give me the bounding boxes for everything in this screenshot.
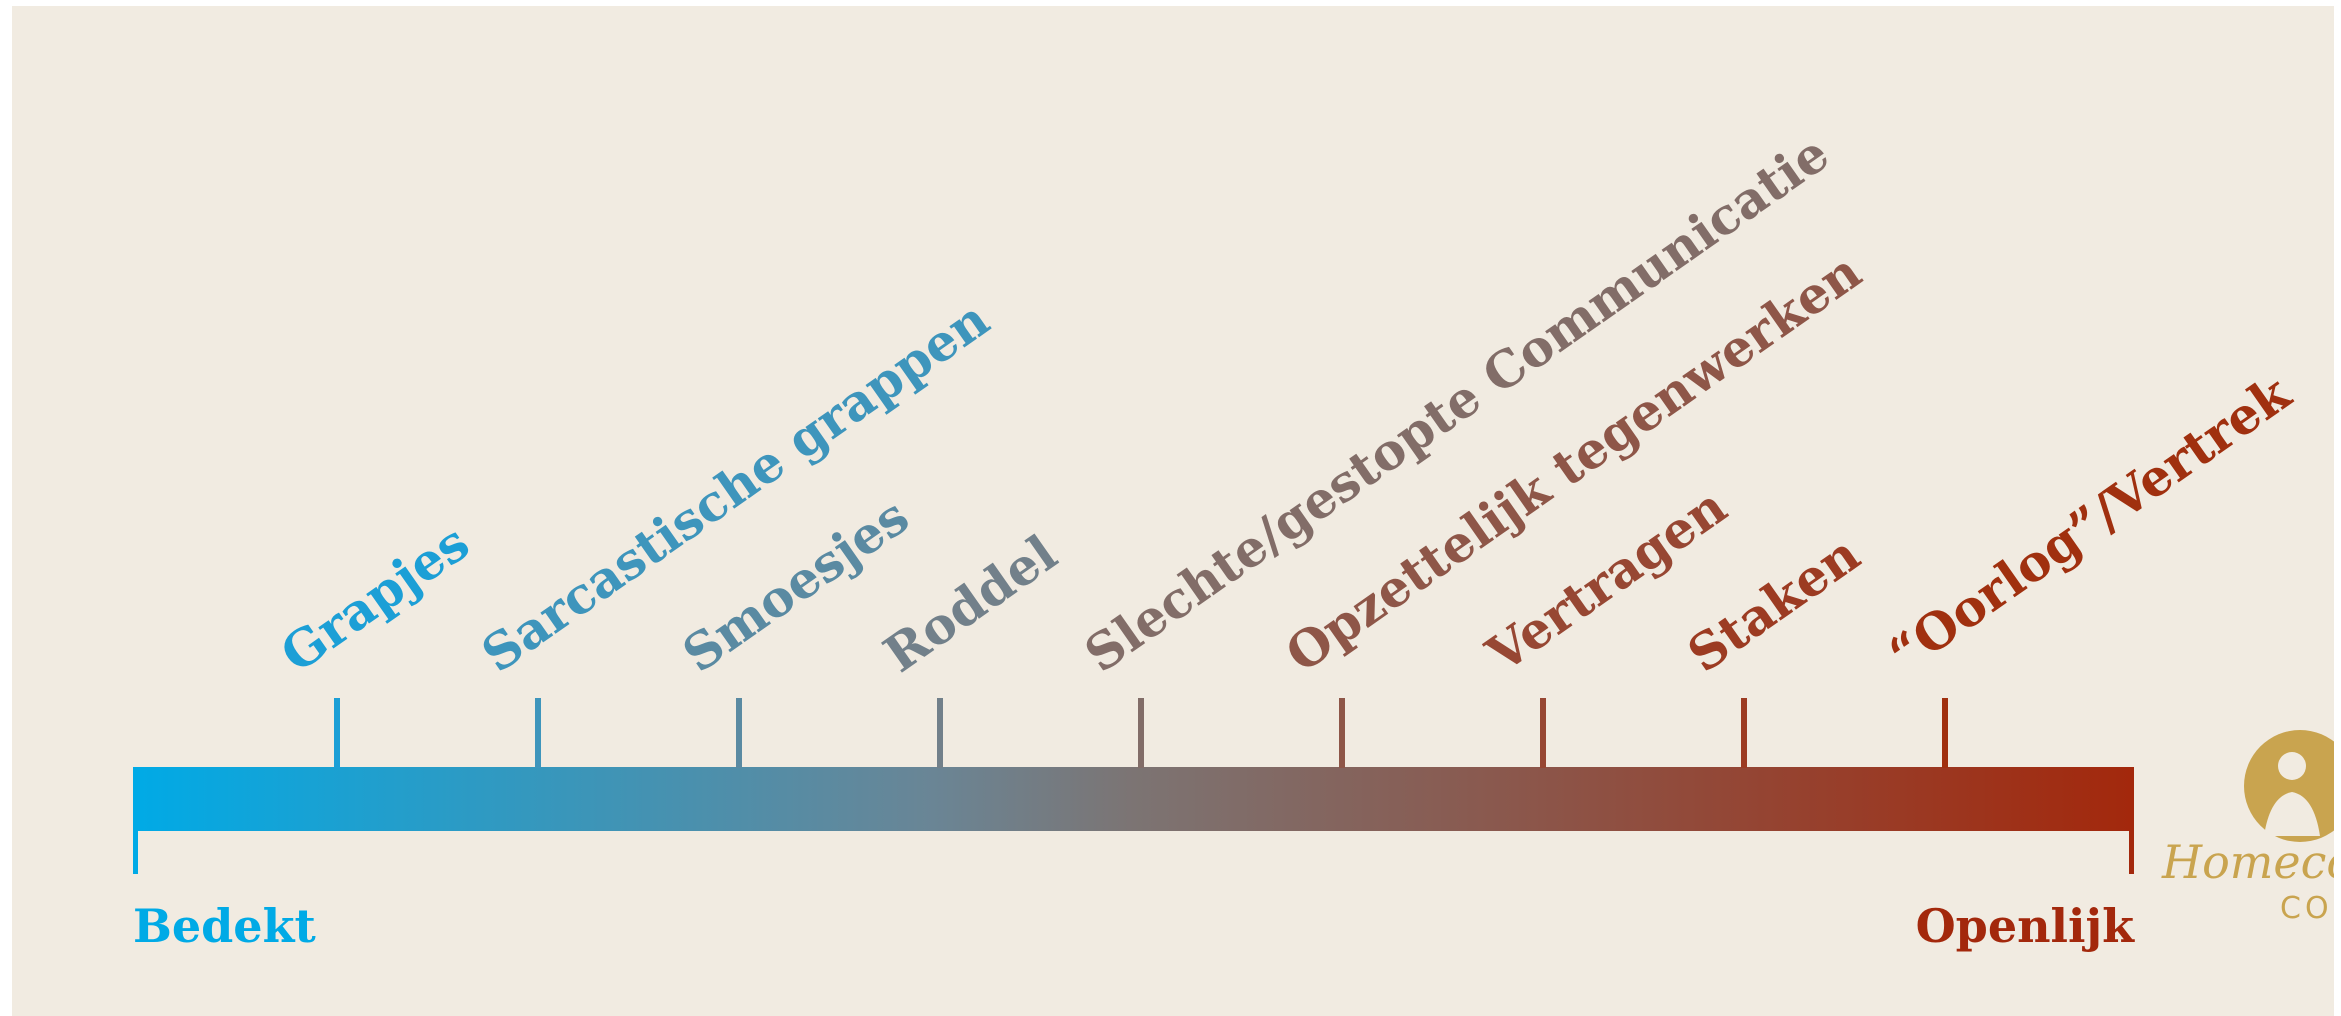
tick-mark	[1942, 698, 1948, 768]
logo-figure-icon	[2264, 752, 2320, 836]
right-end-marker	[2129, 824, 2134, 874]
behavior-label: Roddel	[873, 523, 1067, 684]
tick-mark	[1741, 698, 1747, 768]
scale-bar	[133, 767, 2134, 831]
tick-mark	[334, 698, 340, 768]
left-end-marker	[133, 824, 138, 874]
tick-mark	[1339, 698, 1345, 768]
left-end-label: Bedekt	[133, 899, 316, 953]
behavior-label: Grapjes	[270, 512, 480, 683]
tick-marks	[334, 698, 1948, 768]
tick-mark	[736, 698, 742, 768]
right-end-label: Openlijk	[1916, 899, 2136, 953]
behavior-label: Slechte/gestopte Communicatie	[1074, 123, 1839, 683]
behavior-label: “Oorlog”/Vertrek	[1878, 363, 2302, 684]
logo-name: Homecor	[2161, 835, 2334, 889]
logo-sub: CO	[2280, 891, 2333, 926]
tick-mark	[937, 698, 943, 768]
homecoach-logo: Homecor CO	[2161, 730, 2334, 926]
tick-mark	[1138, 698, 1144, 768]
tick-mark	[535, 698, 541, 768]
diagram-canvas: Grapjes Sarcastische grappen Smoesjes Rodde…	[12, 6, 2334, 1016]
tick-mark	[1540, 698, 1546, 768]
behavior-label: Staken	[1677, 524, 1870, 684]
